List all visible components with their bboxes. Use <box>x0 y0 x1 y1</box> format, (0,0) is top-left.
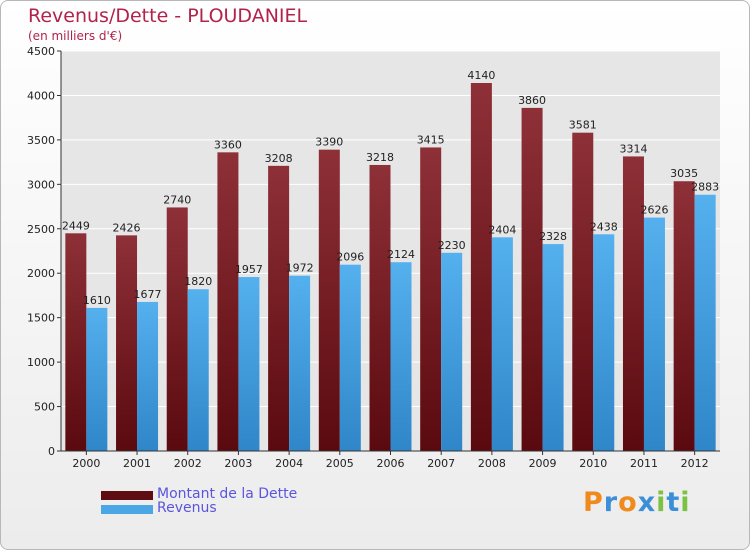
legend-label-debt: Montant de la Dette <box>157 486 298 502</box>
bar-debt <box>521 107 543 451</box>
bar-revenus <box>339 264 361 451</box>
data-label-revenus: 2124 <box>387 248 415 261</box>
x-tick-label: 2005 <box>326 457 354 470</box>
proxiti-logo: Proxiti <box>583 487 691 518</box>
x-tick-label: 2006 <box>377 457 405 470</box>
data-label-debt: 3035 <box>670 167 698 180</box>
bar-debt <box>318 149 340 451</box>
x-tick-label: 2009 <box>529 457 557 470</box>
bar-revenus <box>86 307 108 451</box>
bar-debt <box>369 164 391 451</box>
logo-letter: x <box>637 487 657 518</box>
y-tick-label: 4000 <box>27 89 55 102</box>
chart-title: Revenus/Dette - PLOUDANIEL <box>28 5 308 27</box>
bar-debt <box>217 152 239 452</box>
bar-debt <box>116 235 138 451</box>
y-tick-label: 500 <box>34 401 55 414</box>
data-label-revenus: 2328 <box>539 230 567 243</box>
x-tick-label: 2001 <box>123 457 151 470</box>
x-tick-label: 2011 <box>630 457 658 470</box>
legend-swatch-revenus <box>101 505 153 514</box>
bar-debt <box>622 156 644 451</box>
bar-revenus <box>238 277 260 451</box>
data-label-debt: 3581 <box>569 119 597 132</box>
x-tick-label: 2002 <box>174 457 202 470</box>
bar-revenus <box>491 237 513 451</box>
data-label-revenus: 2096 <box>336 251 364 264</box>
logo-letter: o <box>618 487 638 518</box>
chart-subtitle: (en milliers d'€) <box>28 29 123 43</box>
data-label-debt: 3415 <box>417 133 445 146</box>
x-tick-label: 2004 <box>275 457 303 470</box>
data-label-revenus: 2883 <box>691 181 719 194</box>
data-label-revenus: 2438 <box>590 220 618 233</box>
data-label-debt: 2449 <box>62 219 90 232</box>
data-label-revenus: 1972 <box>286 262 314 275</box>
data-label-debt: 3218 <box>366 151 394 164</box>
bar-revenus <box>390 262 412 451</box>
data-label-revenus: 1957 <box>235 263 263 276</box>
data-label-revenus: 1610 <box>83 294 111 307</box>
x-tick-label: 2000 <box>72 457 100 470</box>
bar-revenus <box>137 301 159 451</box>
data-label-debt: 3860 <box>518 94 546 107</box>
x-tick-label: 2008 <box>478 457 506 470</box>
bar-revenus <box>593 234 615 451</box>
legend-label-revenus: Revenus <box>157 500 217 516</box>
y-tick-label: 2000 <box>27 267 55 280</box>
y-tick-label: 2500 <box>27 223 55 236</box>
data-label-revenus: 2626 <box>640 204 668 217</box>
data-label-revenus: 2230 <box>438 239 466 252</box>
data-label-debt: 3208 <box>265 152 293 165</box>
bar-revenus <box>643 217 665 451</box>
bar-debt <box>268 165 290 451</box>
axes <box>57 50 720 455</box>
data-label-debt: 3390 <box>315 136 343 149</box>
bar-debt <box>420 147 442 451</box>
logo-letter: i <box>656 487 667 518</box>
bar-revenus <box>187 289 209 451</box>
x-tick-label: 2003 <box>224 457 252 470</box>
y-tick-label: 3000 <box>27 178 55 191</box>
x-tick-label: 2010 <box>579 457 607 470</box>
data-label-debt: 2740 <box>163 193 191 206</box>
legend-swatch-debt <box>101 491 153 500</box>
bars <box>65 83 716 452</box>
logo-letter: P <box>583 487 604 518</box>
data-label-debt: 4140 <box>467 69 495 82</box>
bar-debt <box>470 83 492 451</box>
y-tick-label: 4500 <box>27 45 55 58</box>
bar-revenus <box>542 244 564 451</box>
y-tick-label: 1500 <box>27 312 55 325</box>
y-tick-label: 0 <box>48 445 55 458</box>
bar-revenus <box>441 252 463 451</box>
bar-debt <box>673 181 695 451</box>
bar-revenus <box>694 194 716 451</box>
labels: 0 500 1000 1500 2000 2500 3000 3500 4000 4500 2000… <box>27 45 719 470</box>
y-tick-label: 3500 <box>27 134 55 147</box>
data-label-revenus: 1820 <box>184 275 212 288</box>
logo-letter: t <box>666 487 681 518</box>
x-tick-label: 2012 <box>681 457 709 470</box>
logo-letter: i <box>680 487 691 518</box>
bar-revenus <box>289 275 311 451</box>
data-label-revenus: 2404 <box>488 223 516 236</box>
data-label-debt: 3314 <box>619 142 647 155</box>
y-tick-label: 1000 <box>27 356 55 369</box>
data-label-debt: 2426 <box>113 221 141 234</box>
logo-letter: r <box>603 487 619 518</box>
data-label-debt: 3360 <box>214 138 242 151</box>
data-label-revenus: 1677 <box>134 288 162 301</box>
bar-debt <box>572 132 594 451</box>
bar-debt <box>65 233 87 451</box>
bar-debt <box>166 207 188 451</box>
x-tick-label: 2007 <box>427 457 455 470</box>
